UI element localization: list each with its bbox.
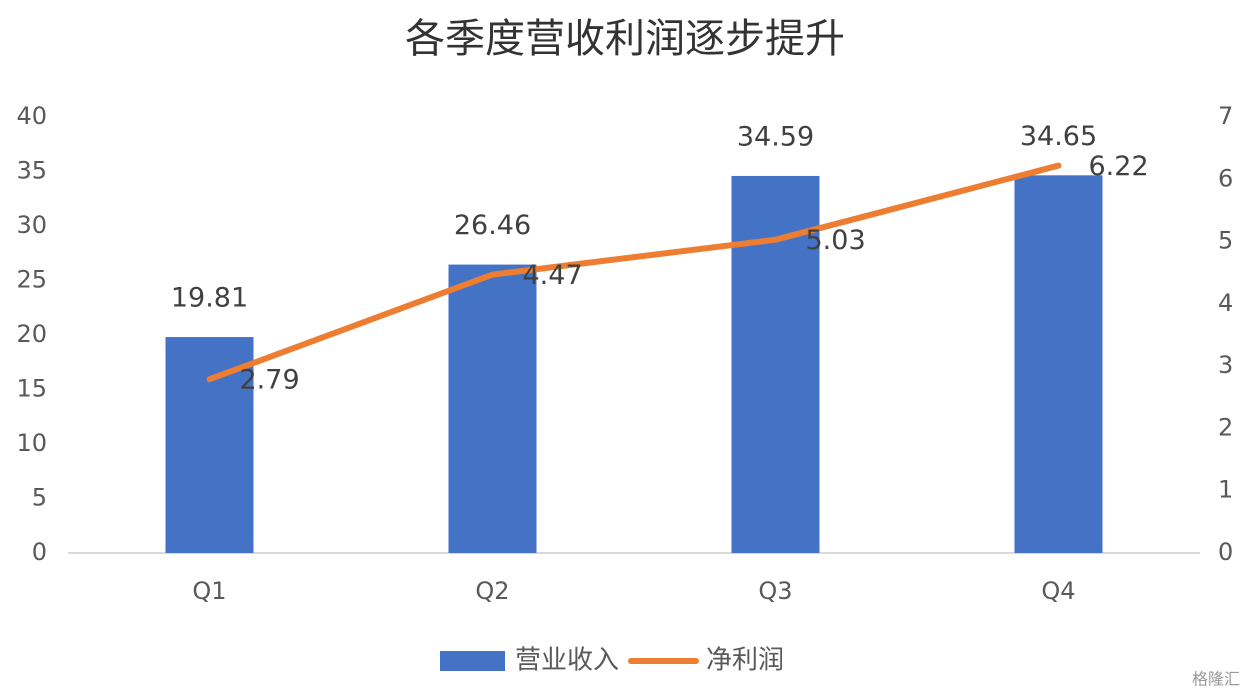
y-tick-label: 10 [16,429,47,457]
y-tick-label: 0 [32,538,47,566]
x-tick-label: Q3 [758,577,792,605]
x-tick-label: Q2 [475,577,509,605]
data-label: 26.46 [454,210,531,241]
y-tick-label: 20 [16,320,47,348]
x-tick-label: Q1 [192,577,226,605]
data-label: 19.81 [171,283,248,314]
y2-tick-label: 5 [1218,227,1233,255]
y-tick-label: 15 [16,375,47,403]
y2-tick-label: 2 [1218,413,1233,441]
x-tick-label: Q4 [1041,577,1075,605]
data-label: 6.22 [1089,151,1149,182]
y-tick-label: 5 [32,484,47,512]
watermark: 格隆汇 [1192,670,1240,689]
y-tick-label: 25 [16,266,47,294]
line [206,162,1062,383]
data-label: 5.03 [806,225,866,256]
data-label: 34.65 [1020,121,1097,152]
data-label: 2.79 [240,365,300,396]
y2-tick-label: 1 [1218,476,1233,504]
chart-title: 各季度营收利润逐步提升 [405,16,845,62]
y-tick-label: 30 [16,211,47,239]
y-tick-label: 40 [16,102,47,130]
y2-tick-label: 7 [1218,102,1233,130]
bar [1014,175,1103,553]
legend-label: 营业收入 [515,646,619,676]
bar [165,337,254,553]
y2-tick-label: 4 [1218,289,1233,317]
y2-tick-label: 6 [1218,164,1233,192]
y2-tick-label: 3 [1218,351,1233,379]
y-tick-label: 35 [16,157,47,185]
y2-tick-label: 0 [1218,538,1233,566]
bar [448,264,537,553]
data-label: 4.47 [523,260,583,291]
data-label: 34.59 [737,121,814,152]
legend-label: 净利润 [706,646,784,676]
legend-swatch [440,651,505,671]
